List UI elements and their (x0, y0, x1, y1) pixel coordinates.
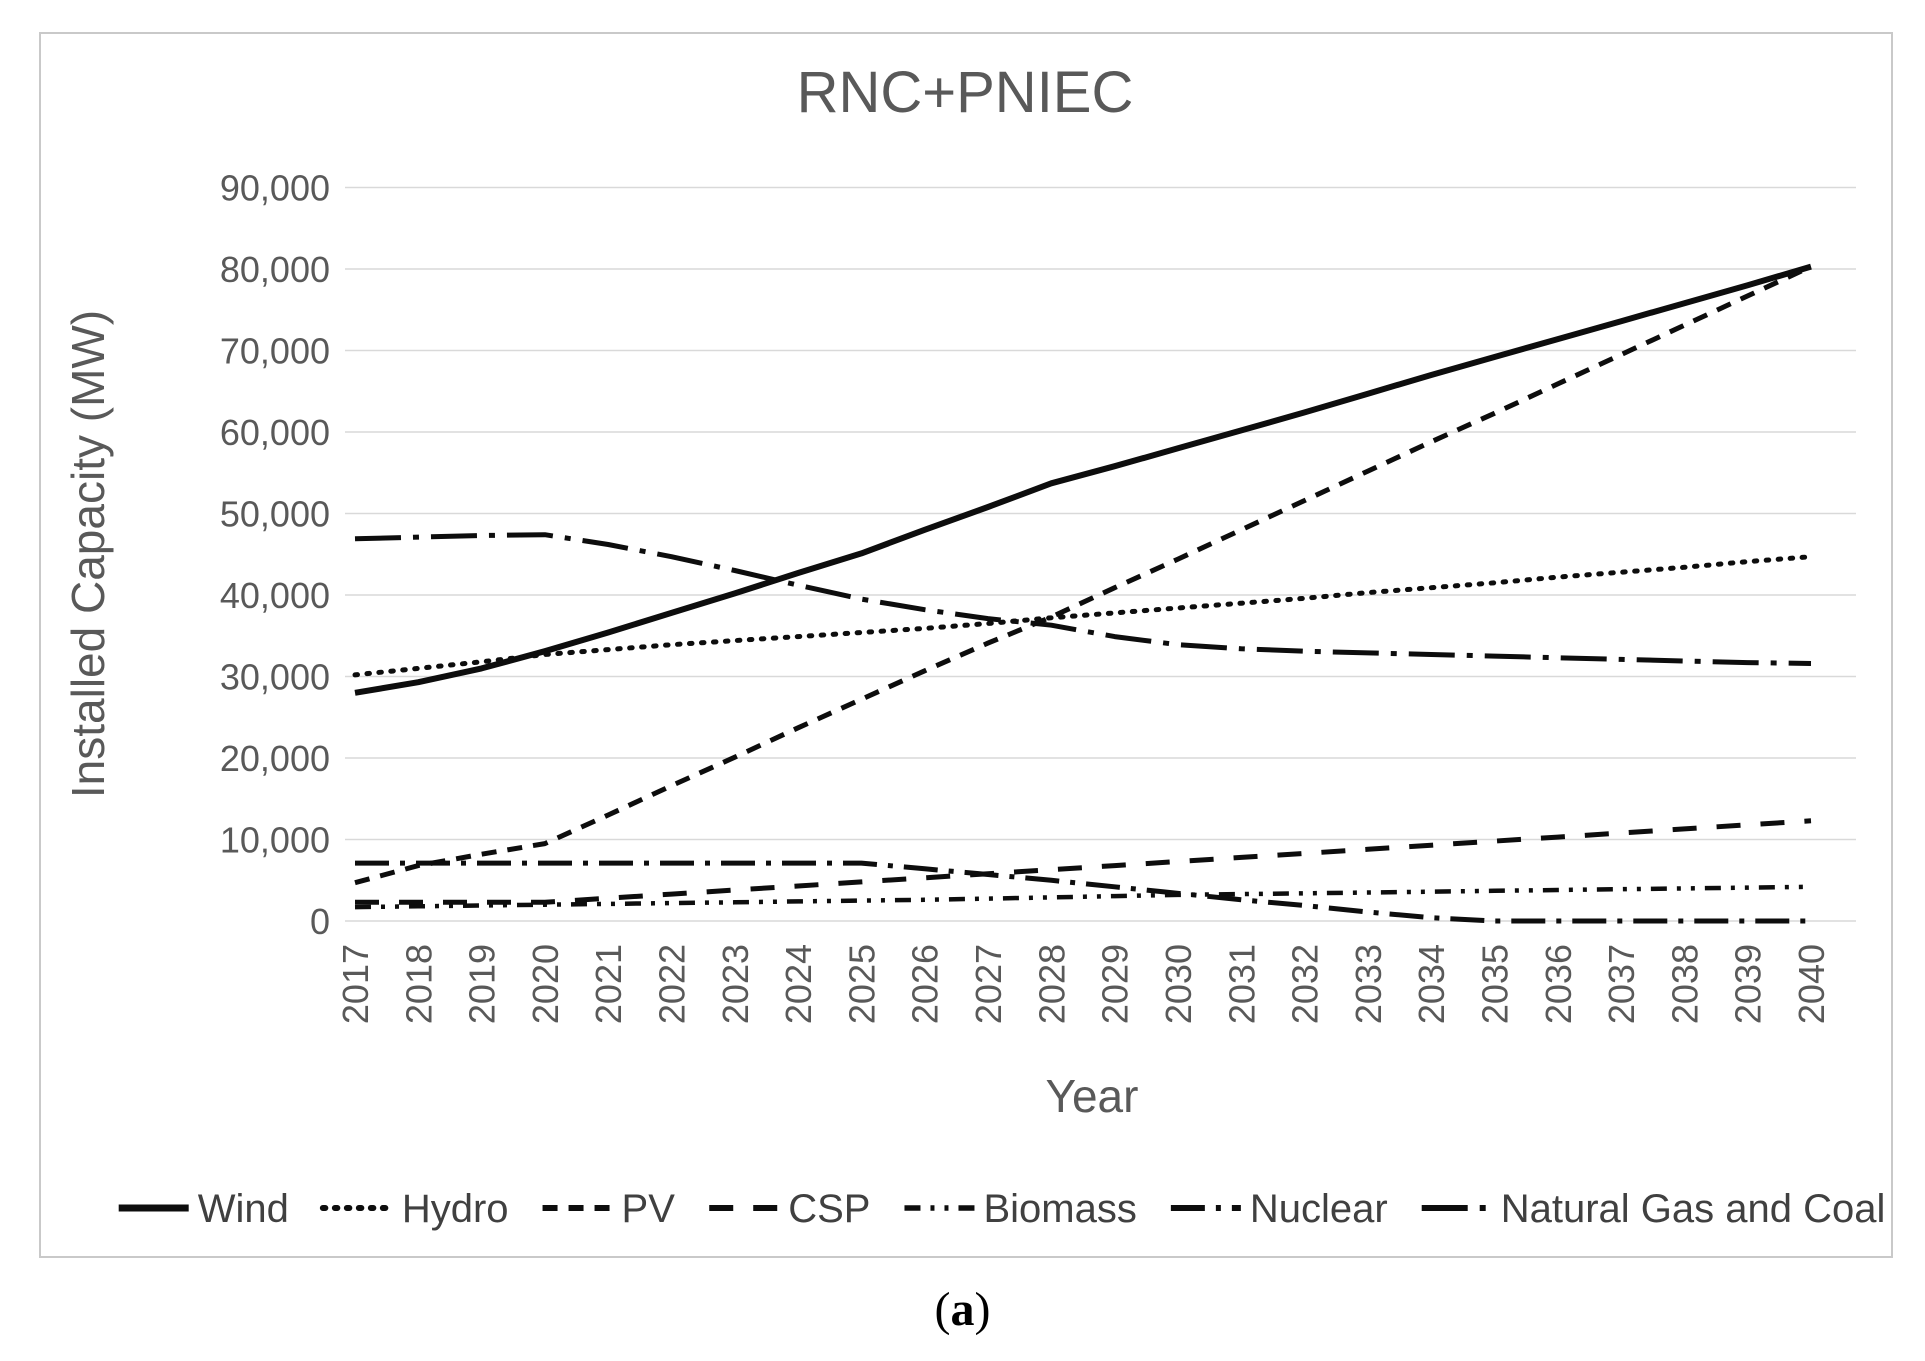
x-tick-label: 2034 (1411, 944, 1452, 1024)
x-tick-label: 2026 (905, 944, 946, 1024)
x-tick-label: 2038 (1664, 944, 1705, 1024)
x-tick-label: 2028 (1031, 944, 1072, 1024)
y-tick-label: 50,000 (220, 494, 330, 535)
x-tick-label: 2022 (652, 944, 693, 1024)
series-line-natural-gas-and-coal (354, 532, 1812, 666)
gridlines-group (345, 186, 1856, 922)
chart-border (39, 32, 1893, 1258)
legend-label: Biomass (983, 1187, 1136, 1231)
x-tick-label: 2029 (1095, 944, 1136, 1024)
x-tick-label: 2017 (335, 944, 376, 1024)
chart-canvas: 0 10,000 20,000 30,000 40,000 50,000 60,000 70,… (39, 32, 1893, 1258)
series-group (352, 263, 1814, 924)
legend-item-nuclear: Nuclear (1170, 1187, 1388, 1231)
legend-label: Wind (198, 1187, 289, 1231)
y-tick-label: 90,000 (220, 168, 330, 209)
legend-label: Natural Gas and Coal (1501, 1187, 1886, 1231)
chart-legend: Wind Hydro PV CSP Biomass Nuclear Natural Gas … (118, 1187, 1886, 1231)
x-tick-label: 2023 (715, 944, 756, 1024)
x-tick-label: 2019 (462, 944, 503, 1024)
y-tick-label: 70,000 (220, 331, 330, 372)
x-axis-ticks: 2017 2018 2019 2020 2021 2022 2023 2024 2025 2026… (335, 944, 1832, 1024)
legend-label: Hydro (402, 1187, 509, 1231)
x-tick-label: 2039 (1728, 944, 1769, 1024)
figure-caption: (a) (0, 1282, 1925, 1337)
y-tick-label: 30,000 (220, 657, 330, 698)
x-tick-label: 2030 (1158, 944, 1199, 1024)
y-tick-label: 80,000 (220, 249, 330, 290)
legend-item-hydro: Hydro (319, 1187, 509, 1231)
legend-label: PV (622, 1187, 676, 1231)
y-tick-label: 60,000 (220, 412, 330, 453)
x-tick-label: 2040 (1791, 944, 1832, 1024)
y-tick-label: 40,000 (220, 575, 330, 616)
legend-label: Nuclear (1250, 1187, 1388, 1231)
y-tick-label: 10,000 (220, 820, 330, 861)
x-tick-label: 2018 (398, 944, 439, 1024)
caption-paren-open: ( (934, 1283, 951, 1336)
legend-item-wind: Wind (118, 1187, 289, 1231)
y-tick-label: 0 (310, 901, 330, 942)
legend-label: CSP (788, 1187, 870, 1231)
x-tick-label: 2024 (778, 944, 819, 1024)
x-tick-label: 2025 (841, 944, 882, 1024)
series-line-hydro (352, 554, 1814, 678)
x-tick-label: 2020 (525, 944, 566, 1024)
x-axis-title: Year (1046, 1070, 1139, 1122)
x-tick-label: 2021 (588, 944, 629, 1024)
caption-paren-close: ) (974, 1283, 991, 1336)
caption-letter: a (950, 1283, 975, 1336)
y-axis-ticks: 0 10,000 20,000 30,000 40,000 50,000 60,000 70,… (220, 168, 330, 943)
series-line-biomass (354, 884, 1812, 910)
x-tick-label: 2035 (1475, 944, 1516, 1024)
legend-item-biomass: Biomass (904, 1187, 1137, 1231)
series-line-wind (354, 263, 1812, 696)
series-line-pv (354, 264, 1813, 886)
legend-item-csp: CSP (709, 1187, 870, 1231)
x-tick-label: 2032 (1285, 944, 1326, 1024)
chart-title: RNC+PNIEC (797, 60, 1134, 125)
x-tick-label: 2036 (1538, 944, 1579, 1024)
x-tick-label: 2037 (1601, 944, 1642, 1024)
x-tick-label: 2031 (1221, 944, 1262, 1024)
x-tick-label: 2033 (1348, 944, 1389, 1024)
series-line-csp (355, 818, 1812, 905)
y-tick-label: 20,000 (220, 738, 330, 779)
legend-item-pv: PV (542, 1187, 676, 1231)
y-axis-title: Installed Capacity (MW) (62, 310, 114, 798)
legend-item-natural-gas-and-coal: Natural Gas and Coal (1421, 1187, 1886, 1231)
x-tick-label: 2027 (968, 944, 1009, 1024)
